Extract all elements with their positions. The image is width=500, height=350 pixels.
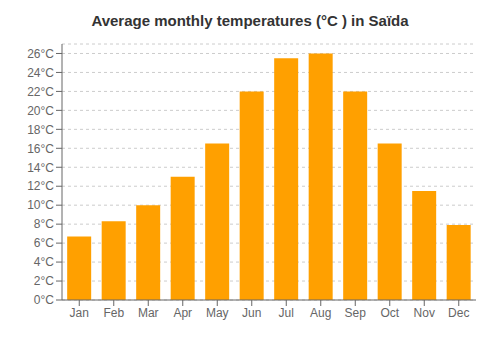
svg-text:10°C: 10°C xyxy=(27,198,54,212)
svg-text:Jan: Jan xyxy=(70,306,89,320)
svg-text:Feb: Feb xyxy=(103,306,124,320)
svg-text:May: May xyxy=(206,306,229,320)
svg-text:Jul: Jul xyxy=(279,306,294,320)
svg-text:0°C: 0°C xyxy=(34,293,54,307)
svg-text:Dec: Dec xyxy=(448,306,469,320)
svg-text:6°C: 6°C xyxy=(34,236,54,250)
svg-text:24°C: 24°C xyxy=(27,66,54,80)
svg-text:2°C: 2°C xyxy=(34,274,54,288)
svg-text:12°C: 12°C xyxy=(27,179,54,193)
svg-text:Apr: Apr xyxy=(173,306,192,320)
svg-text:Oct: Oct xyxy=(380,306,399,320)
svg-text:14°C: 14°C xyxy=(27,161,54,175)
svg-text:Mar: Mar xyxy=(138,306,159,320)
svg-text:18°C: 18°C xyxy=(27,123,54,137)
svg-text:Nov: Nov xyxy=(414,306,435,320)
svg-text:8°C: 8°C xyxy=(34,217,54,231)
html-text:Average monthly temperatures (: Average monthly temperatures (°C ) in Sa… xyxy=(91,12,409,29)
svg-text:16°C: 16°C xyxy=(27,142,54,156)
svg-text:Sep: Sep xyxy=(345,306,367,320)
svg-text:Jun: Jun xyxy=(242,306,261,320)
svg-text:22°C: 22°C xyxy=(27,85,54,99)
svg-text:Aug: Aug xyxy=(310,306,331,320)
svg-text:20°C: 20°C xyxy=(27,104,54,118)
svg-text:4°C: 4°C xyxy=(34,255,54,269)
svg-text:26°C: 26°C xyxy=(27,47,54,61)
